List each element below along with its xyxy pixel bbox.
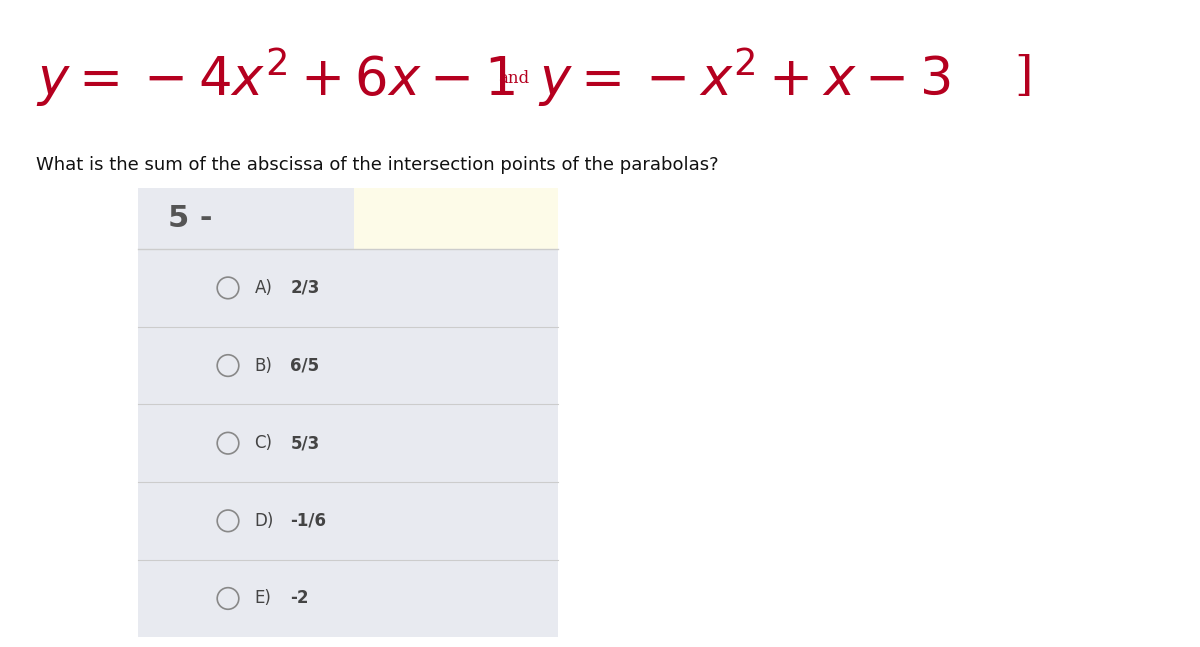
Text: E): E) xyxy=(254,589,271,608)
Text: A): A) xyxy=(254,279,272,297)
Text: 6/5: 6/5 xyxy=(290,356,319,375)
Text: 5/3: 5/3 xyxy=(290,434,319,452)
Text: 2/3: 2/3 xyxy=(290,279,319,297)
Text: D): D) xyxy=(254,512,274,530)
FancyBboxPatch shape xyxy=(138,188,354,249)
Text: and: and xyxy=(498,71,529,87)
Text: 5 -: 5 - xyxy=(168,204,212,233)
Text: $\mathit{y} = -\mathit{x}^2 + \mathit{x} - 3$: $\mathit{y} = -\mathit{x}^2 + \mathit{x}… xyxy=(538,46,950,109)
FancyBboxPatch shape xyxy=(138,188,558,637)
Text: What is the sum of the abscissa of the intersection points of the parabolas?: What is the sum of the abscissa of the i… xyxy=(36,156,719,174)
Text: ]: ] xyxy=(1014,55,1032,100)
Text: -1/6: -1/6 xyxy=(290,512,326,530)
FancyBboxPatch shape xyxy=(354,188,558,249)
Text: C): C) xyxy=(254,434,272,452)
Text: B): B) xyxy=(254,356,272,375)
Text: $\mathit{y} = -4\mathit{x}^2 + 6\mathit{x} - 1$: $\mathit{y} = -4\mathit{x}^2 + 6\mathit{… xyxy=(36,46,515,109)
Text: -2: -2 xyxy=(290,589,308,608)
